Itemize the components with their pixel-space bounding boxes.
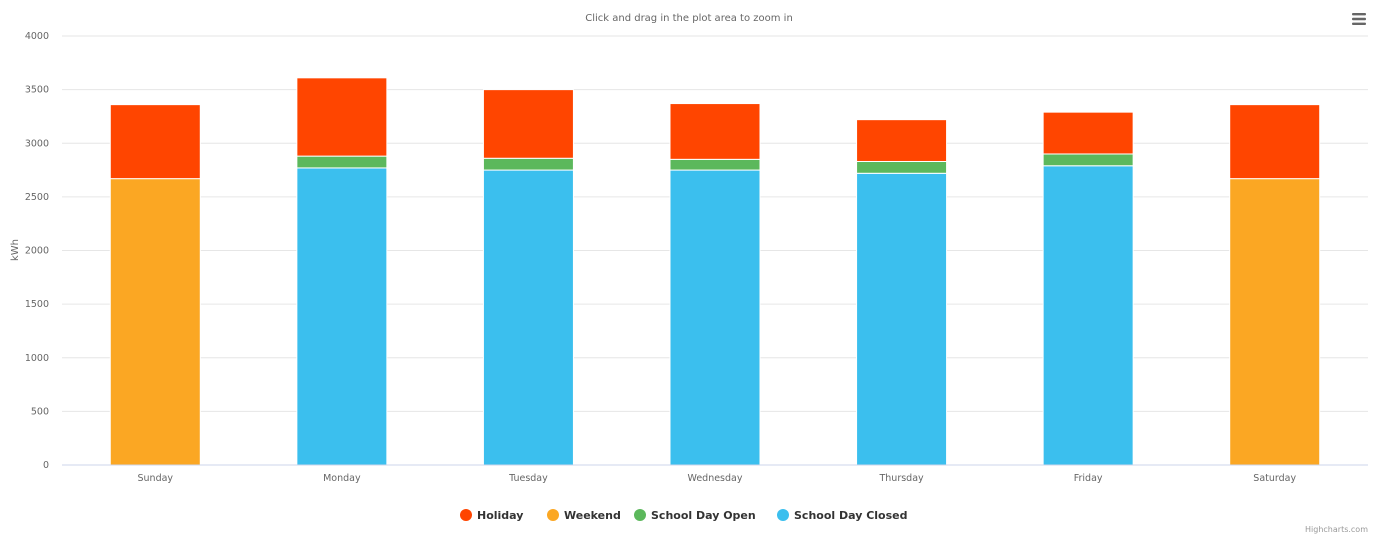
bar-school-day-closed-wednesday[interactable]: [669, 169, 761, 466]
legend-item-weekend[interactable]: Weekend: [547, 509, 621, 522]
legend-marker: [634, 509, 646, 521]
y-tick-label: 3500: [25, 85, 49, 96]
x-tick-label: Monday: [323, 473, 361, 484]
bar-holiday-friday[interactable]: [1042, 111, 1134, 155]
x-tick-label: Tuesday: [508, 473, 548, 484]
legend-label: Holiday: [477, 509, 523, 522]
chart-subtitle: Click and drag in the plot area to zoom …: [585, 13, 793, 24]
bar-school-day-closed-tuesday[interactable]: [482, 169, 574, 466]
bar-holiday-saturday[interactable]: [1229, 104, 1321, 180]
bar-school-day-closed-monday[interactable]: [296, 167, 388, 466]
bar-school-day-open-wednesday[interactable]: [669, 158, 761, 171]
bar-school-day-open-tuesday[interactable]: [482, 157, 574, 171]
y-tick-label: 0: [43, 460, 49, 471]
bar-holiday-thursday[interactable]: [856, 119, 948, 162]
y-tick-label: 2500: [25, 192, 49, 203]
legend-item-school-day-closed[interactable]: School Day Closed: [777, 509, 908, 522]
legend-label: Weekend: [564, 509, 621, 522]
legend-label: School Day Closed: [794, 509, 908, 522]
bar-weekend-saturday[interactable]: [1229, 178, 1321, 466]
y-axis-title: kWh: [10, 239, 21, 261]
bar-holiday-tuesday[interactable]: [482, 89, 574, 159]
bar-school-day-closed-thursday[interactable]: [856, 172, 948, 466]
legend-marker: [777, 509, 789, 521]
y-tick-label: 500: [31, 406, 49, 417]
hamburger-menu-icon[interactable]: [1351, 11, 1367, 27]
legend[interactable]: Holiday Weekend School Day Open School Day …: [460, 509, 908, 522]
bar-school-day-open-friday[interactable]: [1042, 153, 1134, 167]
legend-marker: [460, 509, 472, 521]
x-tick-label: Sunday: [138, 473, 174, 484]
bar-school-day-open-monday[interactable]: [296, 155, 388, 169]
y-axis-ticks: 0 500 1000 1500 2000 2500 3000 3500 4000: [25, 31, 49, 471]
x-tick-label: Friday: [1074, 473, 1103, 484]
bar-holiday-sunday[interactable]: [109, 104, 201, 180]
y-tick-label: 3000: [25, 138, 49, 149]
y-tick-label: 1500: [25, 299, 49, 310]
y-tick-label: 1000: [25, 353, 49, 364]
x-tick-label: Wednesday: [687, 473, 742, 484]
legend-marker: [547, 509, 559, 521]
legend-item-school-day-open[interactable]: School Day Open: [634, 509, 756, 522]
bar-holiday-wednesday[interactable]: [669, 103, 761, 160]
y-tick-label: 2000: [25, 246, 49, 257]
x-tick-label: Saturday: [1253, 473, 1296, 484]
legend-item-holiday[interactable]: Holiday: [460, 509, 523, 522]
y-tick-label: 4000: [25, 31, 49, 42]
bar-holiday-monday[interactable]: [296, 77, 388, 157]
legend-label: School Day Open: [651, 509, 756, 522]
bars[interactable]: [109, 77, 1321, 466]
bar-school-day-closed-friday[interactable]: [1042, 165, 1134, 466]
bar-school-day-open-thursday[interactable]: [856, 160, 948, 174]
x-tick-label: Thursday: [878, 473, 924, 484]
bar-weekend-sunday[interactable]: [109, 178, 201, 466]
credits-link[interactable]: Highcharts.com: [1305, 525, 1368, 534]
x-axis-ticks: Sunday Monday Tuesday Wednesday Thursday Frid…: [138, 473, 1297, 484]
